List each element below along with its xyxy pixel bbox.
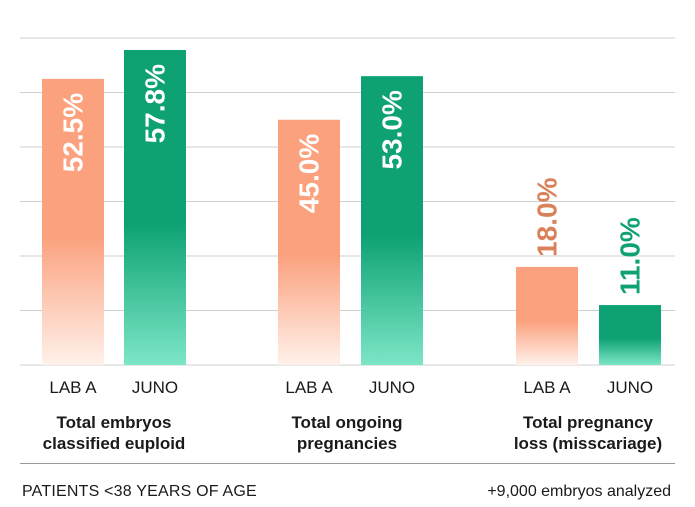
bar-chart: 52.5% LAB A 57.8% JUNO 45.0% LAB A 53.0% JUNO 18… <box>20 37 675 397</box>
tick-label-3-lab-a: LAB A <box>523 378 571 397</box>
footer-left-text: PATIENTS <38 YEARS OF AGE <box>22 483 257 500</box>
tick-label-1-juno: JUNO <box>132 378 178 397</box>
group-title-line: Total embryos <box>56 413 172 432</box>
bar-1-lab-a <box>42 78 104 365</box>
group-title-line: Total ongoing <box>291 413 403 432</box>
data-label-1-juno: 57.8% <box>140 64 171 143</box>
bar-2-juno <box>361 76 423 366</box>
group-title-line: loss (misscariage) <box>513 434 663 453</box>
footer-right-text: +9,000 embryos analyzed <box>487 483 671 500</box>
group-title-1: Total embryos classified euploid <box>14 412 214 454</box>
group-title-line: classified euploid <box>42 434 186 453</box>
bar-3-lab-a <box>516 266 578 365</box>
tick-label-2-lab-a: LAB A <box>285 378 333 397</box>
footer-divider <box>20 463 675 464</box>
data-label-3-juno: 11.0% <box>615 217 646 295</box>
group-title-2: Total ongoing pregnancies <box>247 412 447 454</box>
tick-label-3-juno: JUNO <box>607 378 653 397</box>
bar-2-lab-a <box>278 119 340 365</box>
group-title-3: Total pregnancy loss (misscariage) <box>488 412 688 454</box>
bar-1-juno <box>124 49 186 366</box>
data-label-1-lab-a: 52.5% <box>58 93 89 172</box>
data-label-3-lab-a: 18.0% <box>532 177 563 256</box>
data-label-2-lab-a: 45.0% <box>294 134 325 213</box>
tick-label-1-lab-a: LAB A <box>49 378 97 397</box>
bar-3-juno <box>599 305 661 365</box>
group-title-line: pregnancies <box>296 434 398 453</box>
tick-label-2-juno: JUNO <box>369 378 415 397</box>
group-title-line: Total pregnancy <box>522 413 654 432</box>
data-label-2-juno: 53.0% <box>377 90 408 169</box>
